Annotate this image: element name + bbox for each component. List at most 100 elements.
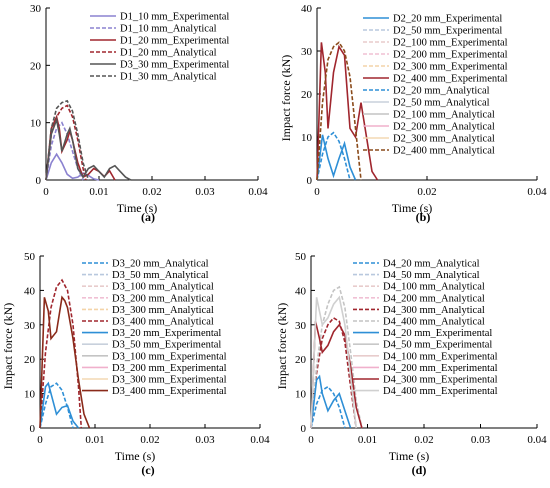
- legend-label: D3_100 mm_Analytical: [112, 282, 214, 293]
- legend-label: D4_50 mm_Experimental: [383, 340, 492, 351]
- series-line: [45, 116, 132, 181]
- panel-label: (c): [141, 463, 154, 477]
- x-axis-title: Time (s): [389, 449, 430, 463]
- legend-label: D2_400 mm_Analytical: [393, 146, 495, 157]
- legend-label: D4_20 mm_Experimental: [383, 328, 492, 339]
- x-tick-label: 0.02: [142, 186, 161, 198]
- legend-label: D3_300 mm_Experimental: [112, 375, 227, 386]
- x-tick-label: 0.01: [358, 434, 377, 446]
- series-line: [39, 278, 83, 429]
- x-tick-label: 0: [314, 186, 320, 198]
- series-line: [39, 295, 91, 429]
- legend-label: D4_400 mm_Experimental: [383, 386, 498, 397]
- series-line: [45, 104, 87, 181]
- y-tick-label: 0: [30, 423, 36, 435]
- y-tick-label: 30: [295, 320, 307, 332]
- y-tick-label: 40: [301, 3, 313, 15]
- legend-label: D3_100 mm_Experimental: [112, 351, 227, 362]
- legend-label: D3_30 mm_Experimental: [120, 60, 229, 71]
- legend-label: D3_20 mm_Analytical: [112, 259, 209, 270]
- x-tick-label: 0.04: [527, 434, 547, 446]
- series-line: [310, 316, 357, 429]
- panel-c: 0 10 20 30 40 50 0 0.01 0.02 0.03 0.04 Time (s) Impa…: [1, 251, 270, 477]
- series-line: [45, 152, 100, 181]
- series-line: [316, 131, 351, 181]
- legend-label: D2_20 mm_Experimental: [393, 14, 502, 25]
- y-tick-label: 50: [295, 251, 307, 263]
- series-line: [310, 285, 363, 429]
- x-axis-title: Time (s): [115, 449, 156, 463]
- y-tick-label: 20: [24, 354, 36, 366]
- x-tick-label: 0: [43, 186, 49, 198]
- x-tick-label: 0.03: [195, 186, 215, 198]
- series-line: [310, 321, 363, 429]
- legend-label: D4_400 mm_Analytical: [383, 317, 485, 328]
- y-tick-label: 10: [295, 389, 307, 401]
- legend-label: D3_200 mm_Analytical: [112, 293, 214, 304]
- legend-label: D1_10 mm_Experimental: [120, 12, 229, 23]
- series-line: [316, 41, 362, 181]
- x-tick-label: 0.01: [89, 186, 108, 198]
- legend-label: D4_200 mm_Experimental: [383, 363, 498, 374]
- x-tick-label: 0.02: [140, 434, 159, 446]
- legend-label: D4_300 mm_Experimental: [383, 375, 498, 386]
- y-tick-label: 20: [301, 89, 313, 101]
- y-tick-label: 50: [24, 251, 36, 263]
- y-tick-label: 40: [295, 285, 307, 297]
- legend-label: D1_30 mm_Analytical: [120, 72, 217, 83]
- panel-label: (a): [141, 210, 155, 224]
- legend-label: D2_100 mm_Experimental: [393, 38, 508, 49]
- series-line: [45, 99, 90, 181]
- legend-label: D4_20 mm_Analytical: [383, 259, 480, 270]
- x-tick-label: 0.03: [195, 434, 215, 446]
- series-line: [310, 295, 357, 429]
- x-tick-label: 0: [37, 434, 43, 446]
- series-line: [39, 382, 74, 429]
- legend-label: D3_50 mm_Analytical: [112, 270, 209, 281]
- legend-label: D2_200 mm_Experimental: [393, 50, 508, 61]
- legend-label: D2_100 mm_Analytical: [393, 110, 495, 121]
- legend-label: D3_50 mm_Experimental: [112, 340, 221, 351]
- x-tick-label: 0.04: [250, 434, 270, 446]
- legend-label: D4_200 mm_Analytical: [383, 293, 485, 304]
- x-axis-title: Time (s): [117, 201, 158, 215]
- y-tick-label: 30: [30, 3, 42, 15]
- series-line: [316, 42, 379, 181]
- y-tick-label: 30: [301, 46, 313, 58]
- panel-label: (b): [416, 210, 431, 224]
- x-tick-label: 0.03: [471, 434, 491, 446]
- legend-label: D1_20 mm_Experimental: [120, 36, 229, 47]
- legend-label: D1_10 mm_Analytical: [120, 24, 217, 35]
- legend-label: D3_300 mm_Analytical: [112, 305, 214, 316]
- legend-label: D2_200 mm_Analytical: [393, 122, 495, 133]
- legend-label: D3_400 mm_Analytical: [112, 317, 214, 328]
- legend-label: D2_50 mm_Experimental: [393, 26, 502, 37]
- series-line: [310, 385, 346, 429]
- panel-b: 0 10 20 30 40 0 0.02 0.04 Time (s) Impact force (…: [279, 3, 547, 224]
- legend-label: D4_100 mm_Experimental: [383, 351, 498, 362]
- y-tick-label: 0: [307, 175, 313, 187]
- series-line: [316, 134, 357, 181]
- series-line: [39, 381, 80, 429]
- legend-label: D4_50 mm_Analytical: [383, 270, 480, 281]
- legend-label: D4_300 mm_Analytical: [383, 305, 485, 316]
- x-tick-label: 0.02: [414, 434, 433, 446]
- series-line: [45, 121, 84, 181]
- x-tick-label: 0.02: [417, 186, 436, 198]
- legend-label: D3_400 mm_Experimental: [112, 386, 227, 397]
- x-tick-label: 0.04: [248, 186, 268, 198]
- y-tick-label: 0: [301, 423, 307, 435]
- x-axis-title: Time (s): [392, 201, 433, 215]
- legend-label: D4_100 mm_Analytical: [383, 282, 485, 293]
- legend-label: D3_20 mm_Experimental: [112, 328, 221, 339]
- legend-label: D1_20 mm_Analytical: [120, 48, 217, 59]
- y-tick-label: 40: [24, 285, 36, 297]
- panel-d: 0 10 20 30 40 50 0 0.01 0.02 0.03 0.04 Time (s) Impa…: [275, 251, 547, 477]
- legend-label: D2_50 mm_Analytical: [393, 98, 490, 109]
- series-line: [310, 374, 352, 429]
- legend-label: D2_300 mm_Analytical: [393, 134, 495, 145]
- y-tick-label: 10: [30, 118, 42, 130]
- y-axis-title: Impact force (kN): [275, 303, 289, 390]
- y-tick-label: 20: [295, 354, 307, 366]
